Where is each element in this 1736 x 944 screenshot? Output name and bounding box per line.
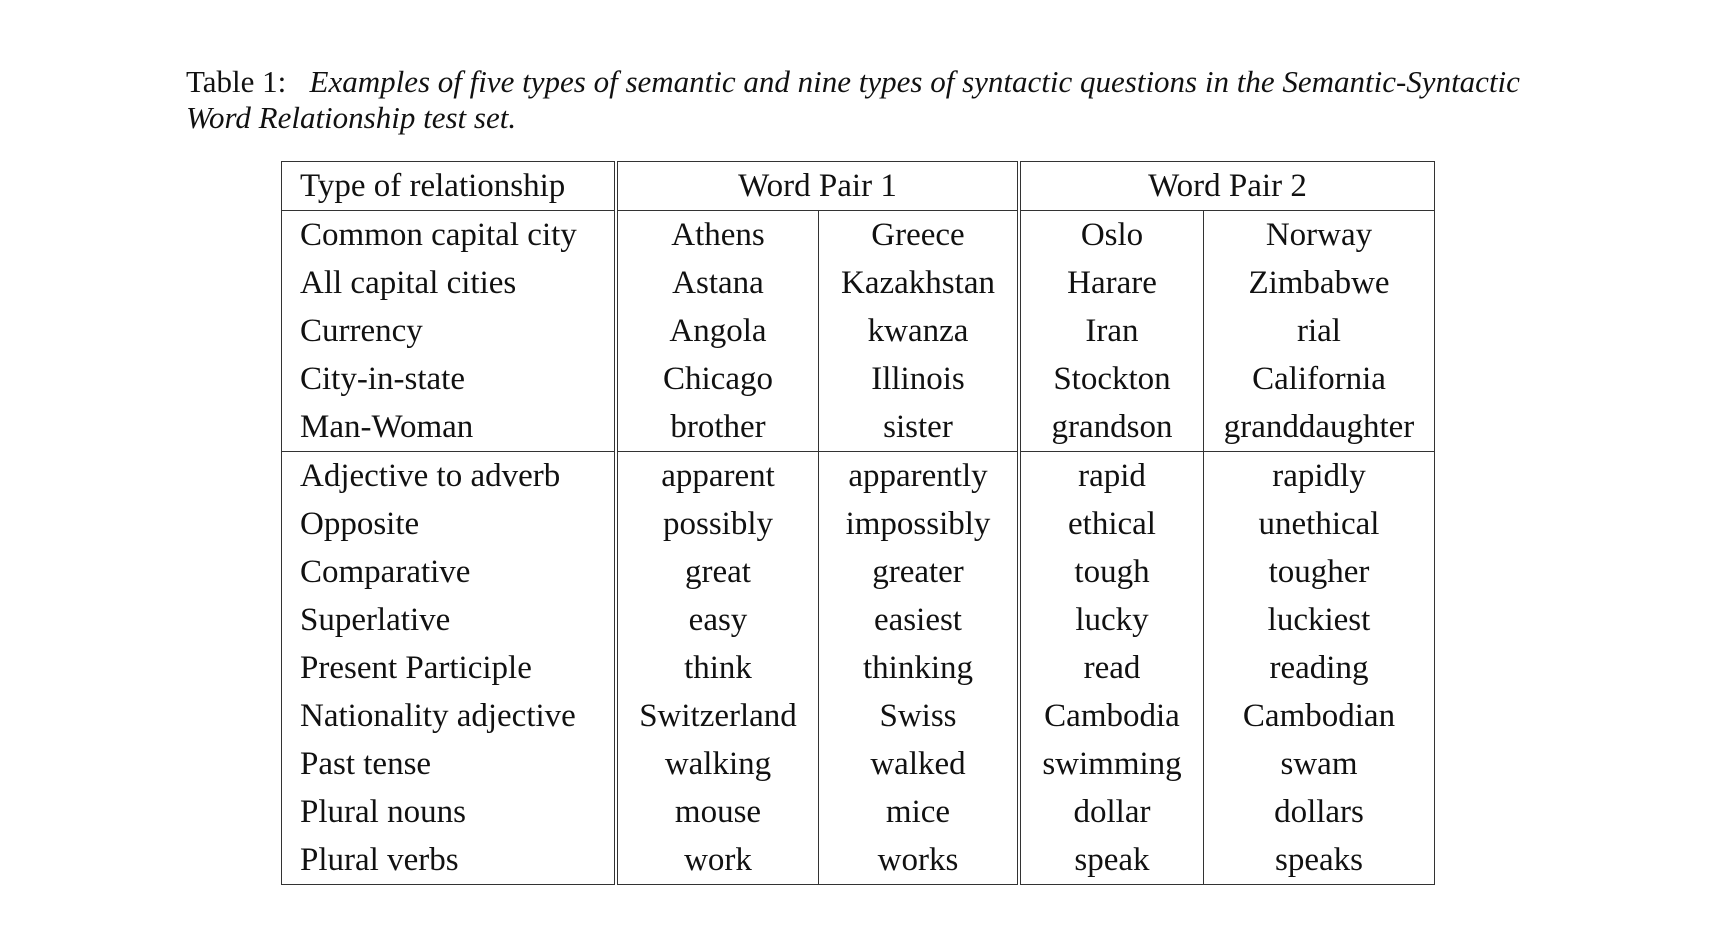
word-pair-2-first-cell: grandson xyxy=(1018,403,1204,452)
word-pair-2-second-cell: speaks xyxy=(1203,836,1435,885)
table-row: Past tense walking walked swimming swam xyxy=(281,740,1435,788)
word-pair-2-second-cell: dollars xyxy=(1203,788,1435,836)
word-pair-2-second-cell: luckiest xyxy=(1203,596,1435,644)
word-pair-1-first-cell: think xyxy=(615,644,819,692)
word-pair-2-first-cell: speak xyxy=(1018,836,1204,885)
word-pair-1-second-cell: walked xyxy=(818,740,1021,788)
relationship-type-cell: Superlative xyxy=(281,596,618,644)
caption-text: Examples of five types of semantic and n… xyxy=(186,64,1520,135)
word-pair-1-first-cell: Athens xyxy=(615,210,819,259)
relationship-table: Type of relationship Word Pair 1 Word Pa… xyxy=(281,161,1435,885)
relationship-type-cell: Opposite xyxy=(281,500,618,548)
relationship-type-cell: City-in-state xyxy=(281,355,618,403)
table-caption: Table 1: Examples of five types of seman… xyxy=(186,64,1566,136)
relationship-type-cell: Common capital city xyxy=(281,210,618,259)
relationship-type-cell: Nationality adjective xyxy=(281,692,618,740)
relationship-type-cell: Present Participle xyxy=(281,644,618,692)
word-pair-1-second-cell: impossibly xyxy=(818,500,1021,548)
table-row: Nationality adjective Switzerland Swiss Cam… xyxy=(281,692,1435,740)
word-pair-2-second-cell: rial xyxy=(1203,307,1435,355)
relationship-type-cell: Plural verbs xyxy=(281,836,618,885)
table-row: Present Participle think thinking read readi… xyxy=(281,644,1435,692)
relationship-type-cell: Man-Woman xyxy=(281,403,618,452)
word-pair-1-first-cell: work xyxy=(615,836,819,885)
table-row: Common capital city Athens Greece Oslo Norwa… xyxy=(281,210,1435,259)
word-pair-1-second-cell: sister xyxy=(818,403,1021,452)
relationship-type-cell: Plural nouns xyxy=(281,788,618,836)
word-pair-1-first-cell: Chicago xyxy=(615,355,819,403)
word-pair-2-second-cell: Cambodian xyxy=(1203,692,1435,740)
word-pair-2-first-cell: Cambodia xyxy=(1018,692,1204,740)
table-row: Plural nouns mouse mice dollar dollars xyxy=(281,788,1435,836)
header-word-pair-1: Word Pair 1 xyxy=(615,161,1021,211)
word-pair-1-first-cell: Astana xyxy=(615,259,819,307)
table-row: Opposite possibly impossibly ethical unethic… xyxy=(281,500,1435,548)
header-word-pair-2: Word Pair 2 xyxy=(1018,161,1435,211)
word-pair-1-second-cell: thinking xyxy=(818,644,1021,692)
caption-label: Table 1: xyxy=(186,64,287,99)
word-pair-2-second-cell: tougher xyxy=(1203,548,1435,596)
word-pair-1-first-cell: mouse xyxy=(615,788,819,836)
word-pair-2-first-cell: Harare xyxy=(1018,259,1204,307)
word-pair-2-first-cell: tough xyxy=(1018,548,1204,596)
word-pair-2-second-cell: Zimbabwe xyxy=(1203,259,1435,307)
word-pair-2-first-cell: dollar xyxy=(1018,788,1204,836)
word-pair-1-first-cell: easy xyxy=(615,596,819,644)
word-pair-1-second-cell: easiest xyxy=(818,596,1021,644)
relationship-type-cell: Comparative xyxy=(281,548,618,596)
word-pair-1-second-cell: Kazakhstan xyxy=(818,259,1021,307)
table-row: Plural verbs work works speak speaks xyxy=(281,836,1435,885)
header-type: Type of relationship xyxy=(281,161,618,211)
word-pair-1-second-cell: mice xyxy=(818,788,1021,836)
word-pair-2-first-cell: Iran xyxy=(1018,307,1204,355)
word-pair-1-second-cell: Swiss xyxy=(818,692,1021,740)
relationship-type-cell: All capital cities xyxy=(281,259,618,307)
table-body: Common capital city Athens Greece Oslo Norwa… xyxy=(281,210,1435,885)
word-pair-2-first-cell: Oslo xyxy=(1018,210,1204,259)
word-pair-2-first-cell: rapid xyxy=(1018,451,1204,500)
word-pair-1-second-cell: greater xyxy=(818,548,1021,596)
word-pair-2-first-cell: swimming xyxy=(1018,740,1204,788)
word-pair-1-first-cell: apparent xyxy=(615,451,819,500)
word-pair-2-second-cell: reading xyxy=(1203,644,1435,692)
word-pair-2-first-cell: read xyxy=(1018,644,1204,692)
relationship-type-cell: Past tense xyxy=(281,740,618,788)
table-header-row: Type of relationship Word Pair 1 Word Pa… xyxy=(281,161,1435,211)
word-pair-1-second-cell: apparently xyxy=(818,451,1021,500)
word-pair-1-second-cell: works xyxy=(818,836,1021,885)
word-pair-2-first-cell: Stockton xyxy=(1018,355,1204,403)
table-row: Currency Angola kwanza Iran rial xyxy=(281,307,1435,355)
word-pair-2-second-cell: granddaughter xyxy=(1203,403,1435,452)
word-pair-1-first-cell: Switzerland xyxy=(615,692,819,740)
word-pair-1-first-cell: Angola xyxy=(615,307,819,355)
word-pair-2-second-cell: unethical xyxy=(1203,500,1435,548)
table-row: Man-Woman brother sister grandson granddaugh… xyxy=(281,403,1435,452)
word-pair-2-second-cell: Norway xyxy=(1203,210,1435,259)
table-row: Comparative great greater tough tougher xyxy=(281,548,1435,596)
word-pair-1-first-cell: great xyxy=(615,548,819,596)
word-pair-2-first-cell: ethical xyxy=(1018,500,1204,548)
table-row: All capital cities Astana Kazakhstan Harare… xyxy=(281,259,1435,307)
word-pair-1-second-cell: Greece xyxy=(818,210,1021,259)
word-pair-2-first-cell: lucky xyxy=(1018,596,1204,644)
word-pair-1-second-cell: Illinois xyxy=(818,355,1021,403)
table-row: City-in-state Chicago Illinois Stockton Cali… xyxy=(281,355,1435,403)
word-pair-1-first-cell: brother xyxy=(615,403,819,452)
word-pair-2-second-cell: rapidly xyxy=(1203,451,1435,500)
word-pair-1-second-cell: kwanza xyxy=(818,307,1021,355)
word-pair-2-second-cell: California xyxy=(1203,355,1435,403)
relationship-type-cell: Adjective to adverb xyxy=(281,451,618,500)
word-pair-2-second-cell: swam xyxy=(1203,740,1435,788)
word-pair-1-first-cell: walking xyxy=(615,740,819,788)
table-row: Adjective to adverb apparent apparently rap… xyxy=(281,451,1435,500)
word-pair-1-first-cell: possibly xyxy=(615,500,819,548)
table-row: Superlative easy easiest lucky luckiest xyxy=(281,596,1435,644)
relationship-type-cell: Currency xyxy=(281,307,618,355)
